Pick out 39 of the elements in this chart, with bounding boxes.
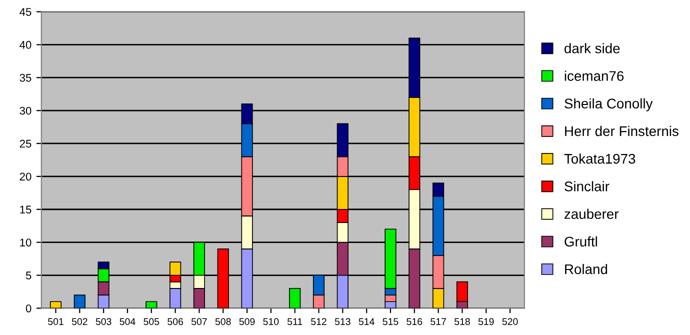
- y-tick-label: 40: [20, 40, 32, 49]
- x-tick-label: 518: [454, 318, 470, 326]
- x-tick-label: 511: [287, 318, 302, 326]
- y-tick-label: 25: [20, 140, 32, 148]
- x-tick-label: 510: [263, 318, 279, 326]
- legend-label: Herr der Finsternis: [565, 126, 678, 136]
- legend-label: Roland: [565, 264, 608, 274]
- y-tick-label: 20: [20, 172, 32, 181]
- x-tick-label: 516: [406, 318, 422, 326]
- legend-label: Tokata1973: [564, 154, 636, 164]
- x-tick-label: 506: [168, 318, 183, 326]
- legend-label: Sheila Conolly: [564, 98, 653, 112]
- x-tick-label: 503: [96, 318, 112, 326]
- y-tick-label: 35: [20, 74, 32, 82]
- x-tick-label: 513: [334, 318, 350, 326]
- legend-label: dark side: [564, 43, 620, 54]
- x-tick-label: 509: [239, 318, 255, 326]
- legend-label: Gruftl: [564, 236, 597, 247]
- x-tick-label: 504: [120, 318, 136, 326]
- legend-label: zauberer: [564, 208, 619, 219]
- y-tick-label: 5: [26, 272, 32, 280]
- y-tick-label: 30: [20, 106, 32, 115]
- legend-label: Sinclair: [564, 181, 610, 192]
- x-tick-label: 515: [382, 318, 398, 326]
- x-tick-label: 519: [478, 318, 494, 326]
- y-tick-label: 45: [20, 8, 32, 16]
- x-tick-label: 507: [191, 318, 207, 326]
- x-tick-label: 508: [215, 318, 231, 326]
- x-tick-label: 512: [311, 318, 326, 326]
- legend-label: iceman76: [564, 70, 624, 81]
- x-tick-label: 501: [48, 318, 64, 326]
- x-tick-label: 514: [358, 318, 374, 326]
- y-tick-label: 15: [20, 206, 32, 214]
- x-tick-label: 505: [144, 318, 160, 326]
- x-tick-label: 502: [72, 318, 88, 326]
- x-tick-label: 520: [502, 318, 518, 326]
- x-tick-label: 517: [430, 318, 446, 326]
- y-tick-label: 0: [26, 304, 32, 312]
- y-tick-label: 10: [20, 238, 32, 246]
